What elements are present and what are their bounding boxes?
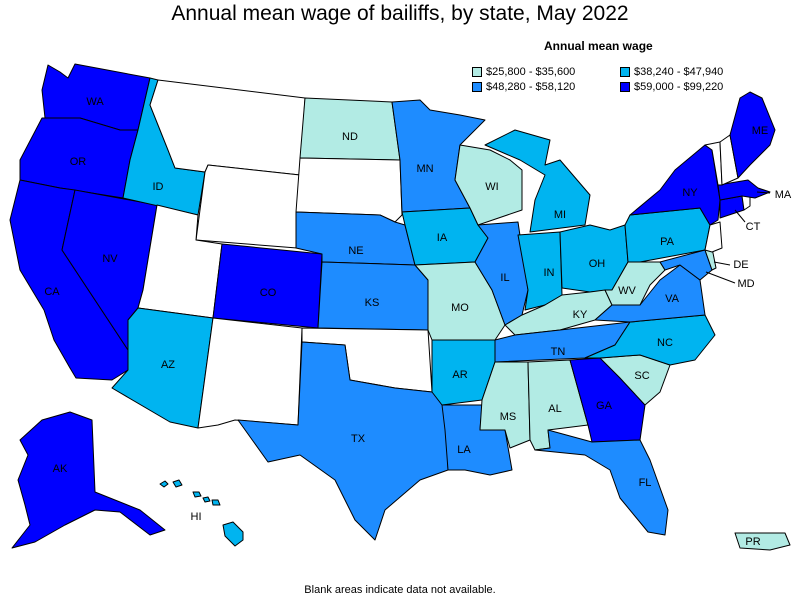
state-label-co: CO <box>260 287 277 299</box>
state-label-il: IL <box>500 272 509 284</box>
state-label-wa: WA <box>86 96 104 108</box>
state-label-de: DE <box>733 259 748 271</box>
state-label-ga: GA <box>596 400 613 412</box>
state-ks[interactable] <box>317 261 429 331</box>
state-label-or: OR <box>70 156 87 168</box>
legend-swatch <box>620 67 630 77</box>
legend-item-bin-2: $48,280 - $58,120 <box>472 81 575 93</box>
state-fl[interactable] <box>534 429 669 536</box>
state-pr[interactable] <box>734 532 791 551</box>
legend-label: $59,000 - $99,220 <box>634 81 724 93</box>
state-me[interactable] <box>729 91 776 179</box>
state-label-ar: AR <box>452 369 467 381</box>
map-title: Annual mean wage of bailiffs, by state, … <box>171 2 629 25</box>
state-label-ma: MA <box>775 189 792 201</box>
state-label-tn: TN <box>551 346 566 358</box>
legend-swatch <box>620 82 630 92</box>
legend-label: $48,280 - $58,120 <box>486 81 576 93</box>
legend-swatch <box>472 82 482 92</box>
legend-item-bin-1: $38,240 - $47,940 <box>620 66 723 78</box>
legend-item-bin-0: $25,800 - $35,600 <box>472 66 575 78</box>
state-label-wv: WV <box>618 285 636 297</box>
state-co[interactable] <box>212 243 323 329</box>
legend-swatch <box>472 67 482 77</box>
state-nj[interactable] <box>704 221 723 253</box>
state-nm[interactable] <box>197 317 303 429</box>
state-wi[interactable] <box>454 144 523 226</box>
state-label-md: MD <box>737 278 754 290</box>
state-ri[interactable] <box>741 195 751 211</box>
state-label-hi: HI <box>191 511 202 523</box>
state-label-me: ME <box>752 125 769 137</box>
legend-item-bin-3: $59,000 - $99,220 <box>620 81 723 93</box>
state-mt[interactable] <box>149 79 306 176</box>
state-label-va: VA <box>665 293 680 305</box>
state-ak[interactable] <box>11 411 166 549</box>
state-label-fl: FL <box>639 477 652 489</box>
state-label-ms: MS <box>500 411 517 423</box>
state-wy[interactable] <box>195 164 301 249</box>
legend-title: Annual mean wage <box>544 39 653 53</box>
state-label-in: IN <box>544 267 555 279</box>
state-ma[interactable] <box>717 179 771 201</box>
state-label-ct: CT <box>746 221 761 233</box>
state-label-ne: NE <box>348 245 363 257</box>
state-label-pa: PA <box>660 236 675 248</box>
state-label-mi: MI <box>554 209 566 221</box>
state-label-ca: CA <box>44 286 60 298</box>
state-label-ia: IA <box>437 232 448 244</box>
footnote: Blank areas indicate data not available. <box>304 584 496 596</box>
state-label-al: AL <box>548 403 561 415</box>
state-tx[interactable] <box>237 341 449 541</box>
state-label-ky: KY <box>573 309 588 321</box>
state-label-id: ID <box>153 181 164 193</box>
state-label-az: AZ <box>161 359 175 371</box>
state-label-sc: SC <box>634 370 649 382</box>
state-nd[interactable] <box>299 97 401 161</box>
state-label-ks: KS <box>365 297 380 309</box>
legend-label: $25,800 - $35,600 <box>486 66 576 78</box>
state-vt[interactable] <box>704 141 723 186</box>
state-label-wi: WI <box>485 181 498 193</box>
state-label-mo: MO <box>451 302 469 314</box>
state-label-nd: ND <box>342 131 358 143</box>
state-hi[interactable] <box>159 479 244 547</box>
state-label-ak: AK <box>53 463 68 475</box>
leader-lines <box>705 191 771 284</box>
state-label-oh: OH <box>589 258 606 270</box>
legend-label: $38,240 - $47,940 <box>634 66 724 78</box>
state-label-nc: NC <box>657 337 673 349</box>
state-label-nv: NV <box>102 253 118 265</box>
state-label-mn: MN <box>416 163 433 175</box>
state-label-la: LA <box>457 444 471 456</box>
state-label-pr: PR <box>745 536 760 548</box>
state-label-ny: NY <box>682 187 698 199</box>
state-mi[interactable] <box>484 129 591 233</box>
state-label-tx: TX <box>351 433 366 445</box>
